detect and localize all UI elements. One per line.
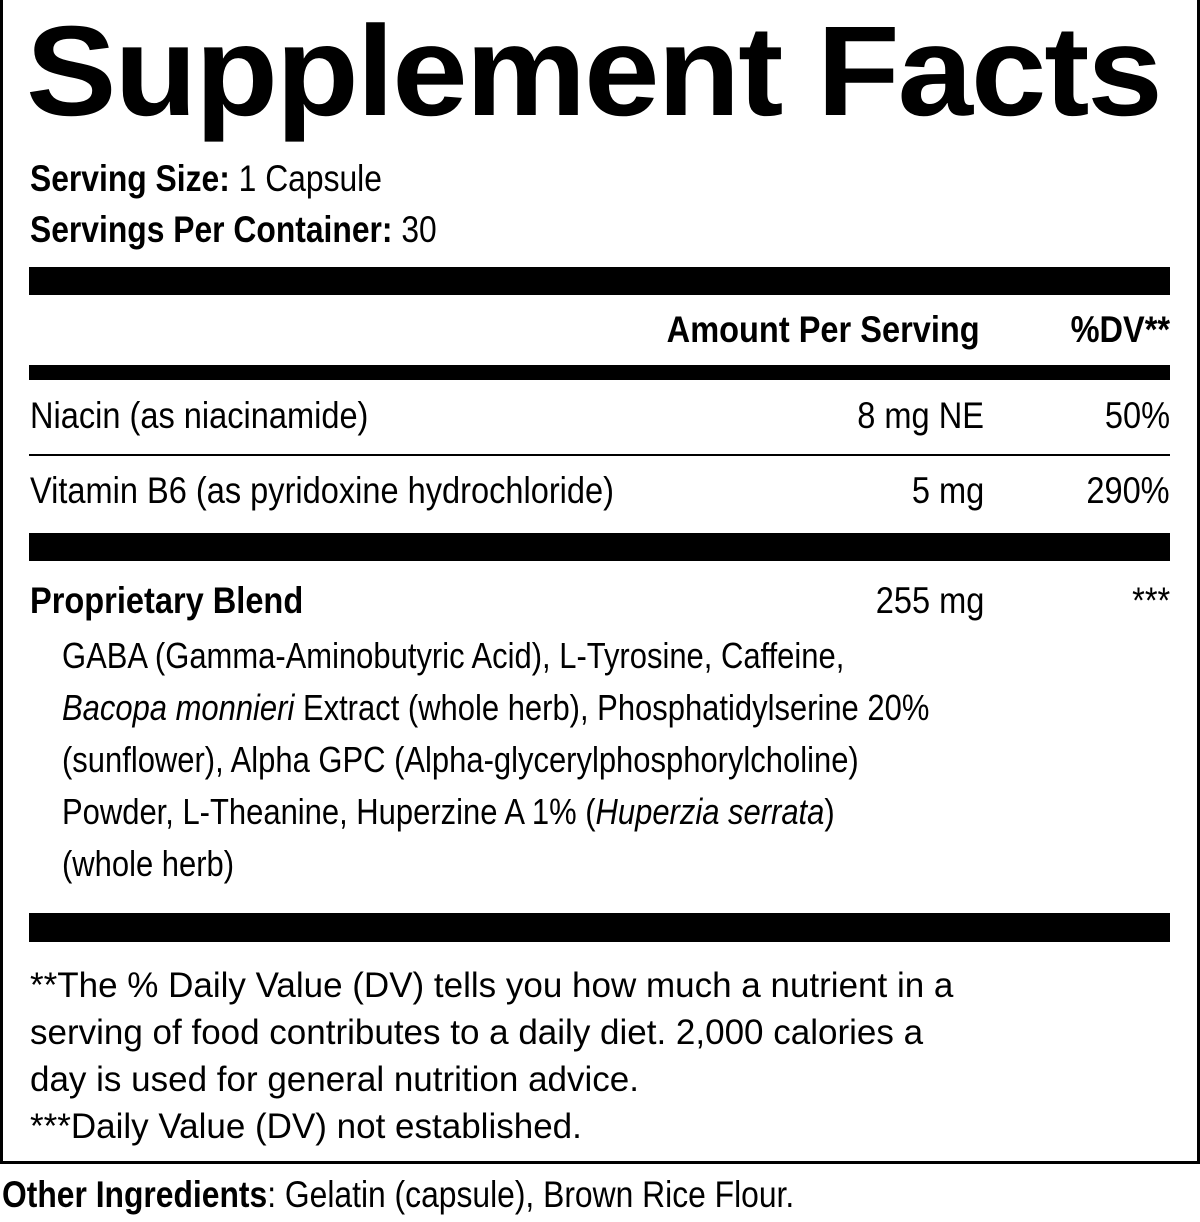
- nutrient-dv: 50%: [1104, 395, 1170, 436]
- nutrient-name: Vitamin B6 (as pyridoxine hydrochloride): [30, 470, 614, 511]
- ingredient-text: (sunflower), Alpha GPC (Alpha-glycerylph…: [62, 739, 859, 780]
- blend-dv: ***: [1131, 580, 1170, 621]
- nutrient-dv: 290%: [1086, 470, 1170, 511]
- servings-per-container-label: Servings Per Container:: [30, 209, 393, 250]
- ingredient-text-italic: Huperzia serrata: [595, 791, 825, 832]
- ingredient-line: (sunflower), Alpha GPC (Alpha-glycerylph…: [62, 734, 1171, 786]
- ingredient-text: Extract (whole herb), Phosphatidylserine…: [294, 687, 930, 728]
- footnote-line: ***Daily Value (DV) not established.: [30, 1107, 582, 1146]
- servings-per-container-value: 30: [392, 209, 437, 250]
- ingredient-text: Powder, L-Theanine, Huperzine A 1% (: [62, 791, 596, 832]
- supplement-facts-panel: [0, 0, 1200, 1164]
- divider-thick: [29, 913, 1170, 942]
- nutrient-amount: 8 mg NE: [857, 395, 984, 436]
- blend-amount: 255 mg: [875, 580, 984, 621]
- serving-size-label: Serving Size:: [30, 158, 230, 199]
- amount-per-serving-header: Amount Per Serving: [666, 309, 980, 350]
- nutrient-amount: 5 mg: [911, 470, 984, 511]
- blend-name: Proprietary Blend: [30, 580, 304, 621]
- ingredient-line: GABA (Gamma-Aminobutyric Acid), L-Tyrosi…: [62, 630, 1171, 682]
- divider-medium: [29, 365, 1170, 380]
- other-ingredients-label: Other Ingredients: [2, 1174, 268, 1215]
- footnotes: **The % Daily Value (DV) tells you how m…: [30, 962, 1170, 1150]
- blend-ingredients: GABA (Gamma-Aminobutyric Acid), L-Tyrosi…: [62, 630, 1171, 890]
- other-ingredients: Other Ingredients: Gelatin (capsule), Br…: [2, 1176, 794, 1213]
- servings-per-container: Servings Per Container: 30: [30, 211, 437, 248]
- serving-size-value: 1 Capsule: [229, 158, 382, 199]
- panel-title: Supplement Facts: [26, 0, 1163, 143]
- ingredient-line: Powder, L-Theanine, Huperzine A 1% (Hupe…: [62, 786, 1171, 838]
- ingredient-text: (whole herb): [62, 843, 235, 884]
- footnote-line: day is used for general nutrition advice…: [30, 1060, 639, 1099]
- footnote-line: serving of food contributes to a daily d…: [30, 1013, 924, 1052]
- ingredient-line: (whole herb): [62, 838, 1171, 890]
- divider-thick: [29, 533, 1170, 561]
- ingredient-line: Bacopa monnieri Extract (whole herb), Ph…: [62, 682, 1171, 734]
- ingredient-text-italic: Bacopa monnieri: [62, 687, 295, 728]
- nutrient-name: Niacin (as niacinamide): [30, 395, 369, 436]
- dv-header: %DV**: [1070, 309, 1170, 350]
- divider-thick: [29, 267, 1170, 295]
- divider-thin: [29, 454, 1170, 456]
- other-ingredients-value: : Gelatin (capsule), Brown Rice Flour.: [267, 1174, 795, 1215]
- footnote-line: **The % Daily Value (DV) tells you how m…: [30, 966, 954, 1005]
- ingredient-text: ): [824, 791, 835, 832]
- serving-size: Serving Size: 1 Capsule: [30, 160, 382, 197]
- ingredient-text: GABA (Gamma-Aminobutyric Acid), L-Tyrosi…: [62, 635, 845, 676]
